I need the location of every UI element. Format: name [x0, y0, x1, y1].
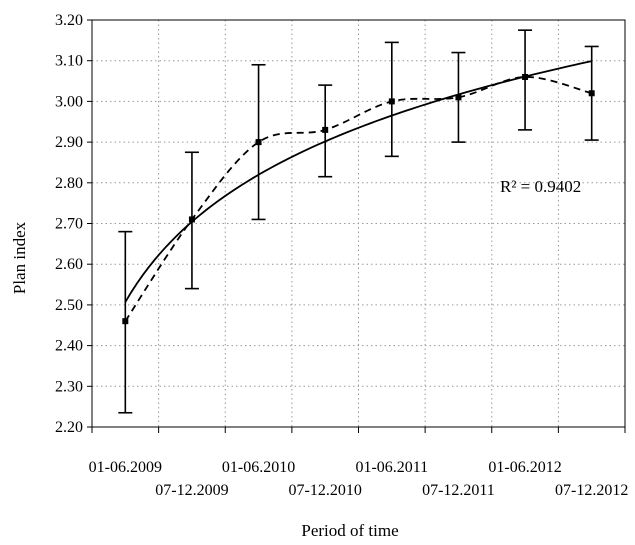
x-tick-label: 07-12.2012 [555, 482, 628, 499]
y-tick-label: 2.30 [55, 378, 83, 395]
grid [92, 20, 625, 427]
x-tick-label: 01-06.2009 [89, 459, 162, 476]
y-tick-label: 2.60 [55, 256, 83, 273]
series-line-trend [124, 60, 592, 303]
y-tick-label: 2.80 [55, 175, 83, 192]
series [122, 60, 595, 325]
y-tick-label: 2.70 [55, 216, 83, 233]
series-line-observed [124, 76, 592, 322]
tick-labels: 2.20 2.30 2.40 2.50 2.60 2.70 2.80 2.90 3.00 3.10… [55, 12, 628, 499]
y-tick-label: 2.40 [55, 338, 83, 355]
data-point [322, 126, 329, 133]
data-point [455, 94, 462, 101]
y-tick-label: 3.00 [55, 93, 83, 110]
x-tick-label: 07-12.2010 [289, 482, 362, 499]
y-axis-title: Plan index [10, 221, 29, 294]
y-tick-label: 2.50 [55, 297, 83, 314]
data-point [188, 216, 195, 223]
data-point [255, 139, 262, 146]
y-tick-label: 2.90 [55, 134, 83, 151]
axes [87, 19, 626, 433]
plot-frame [91, 19, 626, 428]
x-axis-title: Period of time [301, 521, 398, 540]
x-tick-label: 07-12.2011 [422, 482, 495, 499]
x-tick-label: 01-06.2011 [355, 459, 428, 476]
x-tick-label: 01-06.2010 [222, 459, 295, 476]
data-point [388, 98, 395, 105]
data-point [588, 90, 595, 97]
y-tick-label: 3.10 [55, 53, 83, 70]
data-point [122, 318, 129, 325]
y-tick-label: 2.20 [55, 419, 83, 436]
r-squared-annotation: R² = 0.9402 [500, 177, 581, 196]
y-tick-label: 3.20 [55, 12, 83, 29]
x-tick-label: 01-06.2012 [488, 459, 561, 476]
x-tick-label: 07-12.2009 [155, 482, 228, 499]
